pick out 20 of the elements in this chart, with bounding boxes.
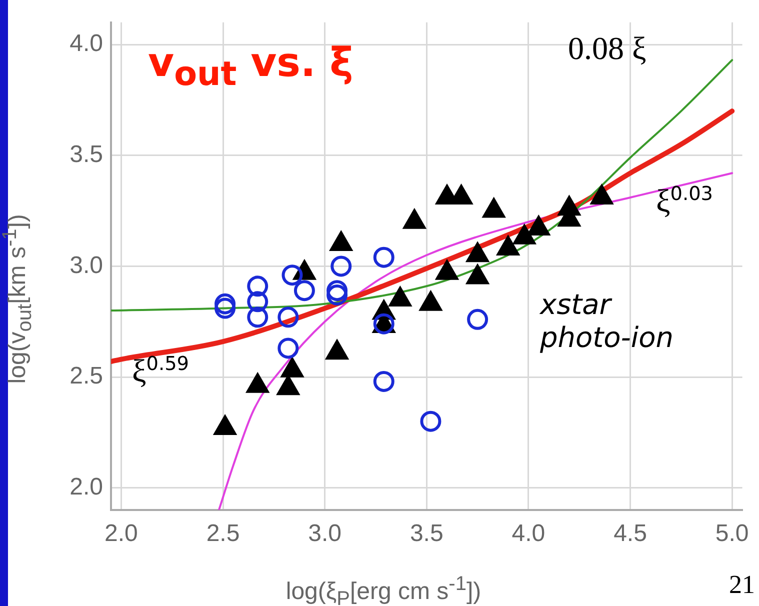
x-tick-label: 3.0 [308, 520, 342, 548]
text: v$_{out}$ vs. ξ [148, 40, 354, 93]
y-tick-label: 2.0 [70, 473, 103, 500]
y-tick-label: 2.5 [70, 362, 103, 390]
y-tick-label: 3.0 [70, 252, 103, 279]
x-tick-label: 2.5 [206, 520, 240, 548]
x-tick-label: 3.5 [410, 520, 444, 548]
line-series [218, 172, 734, 510]
x-tick-label: 4.5 [614, 520, 647, 548]
x-tick-label: 5.0 [715, 520, 749, 548]
x-tick-label: 4.0 [512, 520, 546, 548]
x-axis-title: log(ξ$_{P}$[erg cm s$^{-1}$]) [286, 573, 482, 606]
y-tick-label: 4.0 [70, 30, 103, 58]
x-tick-label: 2.0 [104, 520, 138, 548]
annotation: ξ$^{0.59}$ [132, 352, 189, 390]
text: 21 [729, 570, 755, 600]
annotation: xstar photo-ion [540, 288, 674, 354]
y-tick-label: 3.5 [70, 141, 103, 168]
annotation: 0.08 ξ [568, 30, 646, 67]
annotation: ξ$^{0.03}$ [656, 182, 713, 220]
